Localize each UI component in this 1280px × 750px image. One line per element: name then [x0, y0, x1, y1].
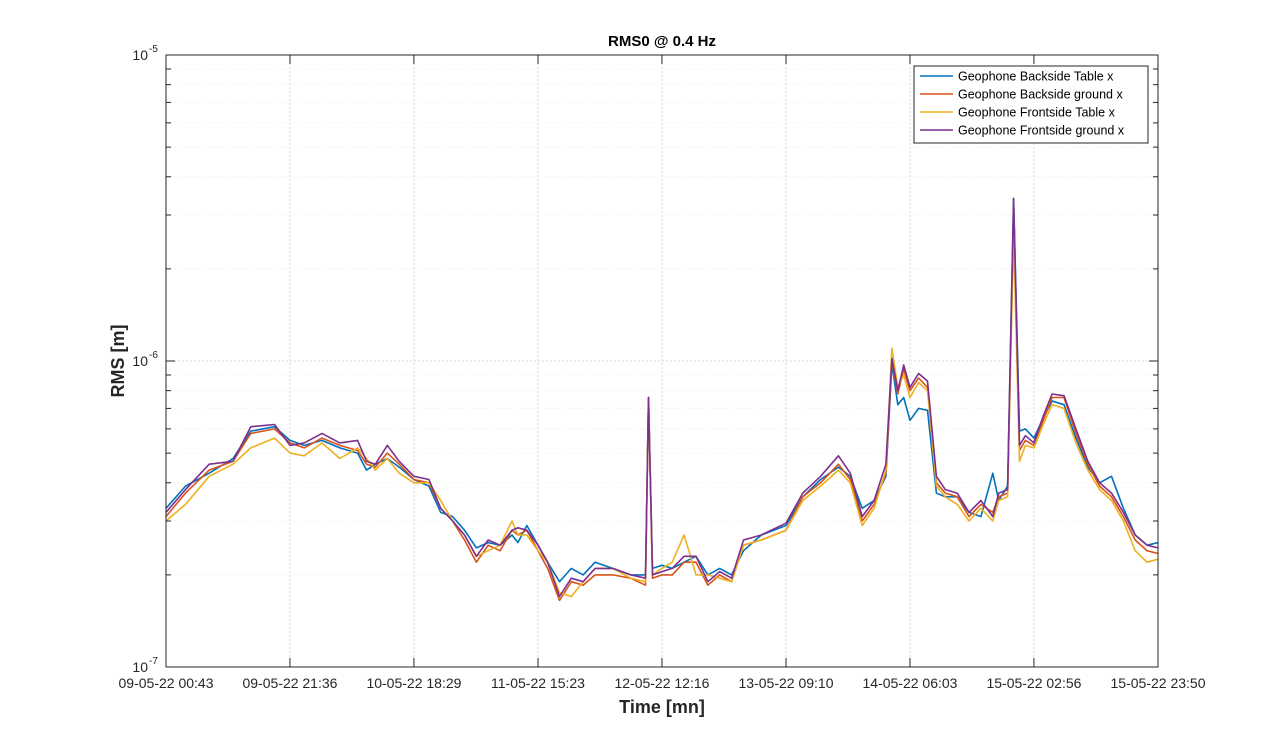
- y-tick-label: 10: [132, 659, 148, 675]
- y-axis-title: RMS [m]: [108, 325, 128, 398]
- y-tick-label: 10: [132, 353, 148, 369]
- x-tick-label: 15-05-22 23:50: [1111, 675, 1206, 691]
- x-tick-labels: 09-05-22 00:43 09-05-22 21:36 10-05-22 18:…: [119, 675, 1206, 691]
- grid-lines: [166, 55, 1158, 668]
- x-tick-label: 09-05-22 21:36: [242, 675, 337, 691]
- y-tick-label-exponent: -5: [149, 44, 158, 55]
- legend-label-2: Geophone Backside ground x: [958, 88, 1123, 102]
- x-tick-label: 09-05-22 00:43: [119, 675, 214, 691]
- x-tick-label: 10-05-22 18:29: [366, 675, 461, 691]
- y-tick-label: 10: [132, 47, 148, 63]
- y-tick-label-exponent: -7: [149, 656, 158, 667]
- x-tick-label: 15-05-22 02:56: [986, 675, 1081, 691]
- y-tick-labels: 10-710-610-5: [132, 44, 158, 675]
- legend: Geophone Backside Table x Geophone Backsi…: [913, 65, 1149, 144]
- x-tick-label: 14-05-22 06:03: [862, 675, 957, 691]
- x-tick-label: 13-05-22 09:10: [739, 675, 834, 691]
- series-line-4: [165, 197, 1159, 598]
- x-tick-label: 12-05-22 12:16: [614, 675, 709, 691]
- y-tick-label-exponent: -6: [149, 350, 158, 361]
- x-axis-title: Time [mn]: [619, 697, 705, 717]
- chart-title: RMS0 @ 0.4 Hz: [608, 33, 716, 50]
- legend-label-4: Geophone Frontside ground x: [958, 124, 1125, 138]
- legend-label-3: Geophone Frontside Table x: [958, 106, 1116, 120]
- x-tick-label: 11-05-22 15:23: [491, 675, 585, 691]
- axis-ticks: [165, 55, 1159, 668]
- series-lines: [165, 197, 1159, 602]
- legend-label-1: Geophone Backside Table x: [958, 70, 1114, 84]
